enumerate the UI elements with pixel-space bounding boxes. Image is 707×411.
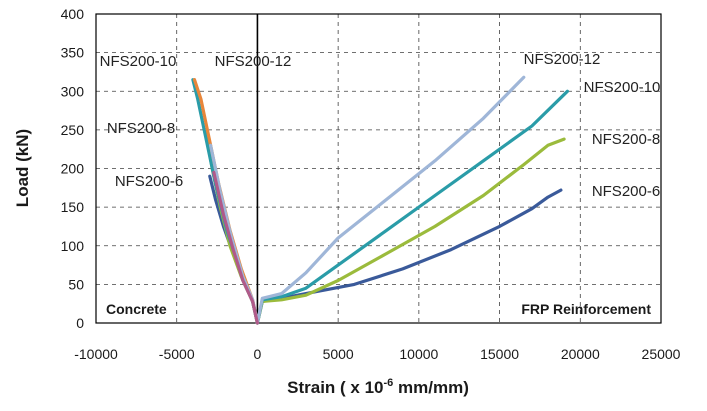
region-label-concrete: Concrete [106,301,167,317]
region-label-frp: FRP Reinforcement [521,301,651,317]
y-axis-title: Load (kN) [13,129,32,207]
x-axis-title-superscript: -6 [384,377,394,389]
series-label: NFS200-12 [524,51,601,68]
x-axis-title-suffix: mm/mm) [393,378,469,397]
y-tick-label: 50 [68,276,84,292]
x-axis-title: Strain ( x 10-6 mm/mm) [287,377,469,397]
x-axis-title-prefix: Strain ( x 10 [287,378,383,397]
series-label: NFS200-6 [592,183,660,200]
x-tick-label: -5000 [159,346,195,362]
series-line-nfs200-10-frp [255,89,569,325]
series-label: NFS200-12 [215,53,292,70]
series-group [191,75,569,325]
y-tick-label: 350 [61,45,85,61]
x-tick-label: -10000 [74,346,118,362]
series-line-nfs200-8-frp [255,137,566,325]
y-tick-label: 250 [61,122,85,138]
y-tick-labels: 0 50 100 150 200 250 300 350 400 [61,6,85,331]
series-line-nfs200-12-frp [255,75,526,325]
x-tick-label: 25000 [642,346,681,362]
y-tick-label: 200 [61,161,85,177]
plot-area-frame [95,13,662,324]
x-tick-label: 0 [254,346,262,362]
series-label: NFS200-10 [584,79,661,96]
x-tick-labels: -10000 -5000 0 5000 10000 15000 20000 25000 [74,346,680,362]
y-tick-label: 400 [61,6,85,22]
series-labels: NFS200-10 NFS200-12 NFS200-8 NFS200-6 NFS200… [100,51,661,200]
series-line-nfs200-6-frp [255,188,563,325]
y-tick-label: 0 [76,315,84,331]
y-tick-label: 150 [61,199,85,215]
series-label: NFS200-10 [100,53,177,70]
series-line-nfs200-10-concrete [212,170,259,325]
x-tick-label: 15000 [480,346,519,362]
x-tick-label: 5000 [323,346,354,362]
x-tick-label: 20000 [561,346,600,362]
series-label: NFS200-8 [107,120,175,137]
y-tick-label: 300 [61,83,85,99]
y-tick-label: 100 [61,238,85,254]
series-label: NFS200-6 [115,173,183,190]
x-tick-label: 10000 [399,346,438,362]
series-label: NFS200-8 [592,131,660,148]
